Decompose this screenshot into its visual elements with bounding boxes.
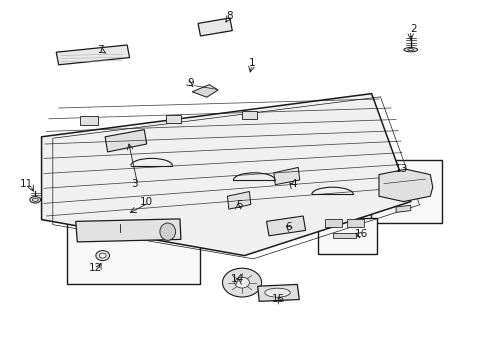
Polygon shape — [227, 192, 250, 209]
Text: 15: 15 — [271, 294, 285, 304]
Bar — [317, 218, 376, 254]
Ellipse shape — [30, 197, 41, 203]
Polygon shape — [257, 284, 299, 301]
Text: 12: 12 — [88, 263, 102, 273]
Text: 4: 4 — [289, 179, 296, 189]
Bar — [166, 115, 181, 123]
Ellipse shape — [403, 48, 417, 52]
Polygon shape — [395, 205, 410, 212]
Ellipse shape — [160, 223, 175, 240]
Polygon shape — [273, 167, 299, 185]
Polygon shape — [76, 219, 181, 242]
Bar — [67, 212, 199, 284]
Text: 9: 9 — [187, 78, 194, 88]
Circle shape — [234, 277, 249, 288]
Text: 7: 7 — [97, 45, 103, 55]
Text: 11: 11 — [20, 179, 34, 189]
Text: 8: 8 — [226, 11, 233, 21]
Polygon shape — [198, 18, 232, 36]
Ellipse shape — [264, 288, 290, 297]
Bar — [325, 219, 342, 227]
Text: 6: 6 — [285, 222, 291, 232]
Polygon shape — [192, 85, 218, 97]
Text: 16: 16 — [354, 229, 368, 239]
Circle shape — [222, 268, 261, 297]
Polygon shape — [266, 216, 305, 236]
Polygon shape — [378, 169, 432, 202]
Bar — [370, 160, 441, 223]
Ellipse shape — [99, 253, 106, 258]
Bar — [332, 233, 355, 238]
Bar — [242, 111, 256, 119]
Polygon shape — [41, 94, 410, 256]
Bar — [80, 116, 97, 125]
Text: 1: 1 — [248, 58, 255, 68]
Polygon shape — [105, 130, 146, 152]
Text: 14: 14 — [230, 274, 244, 284]
Bar — [346, 219, 364, 227]
Text: 2: 2 — [409, 24, 416, 34]
Text: 5: 5 — [236, 200, 243, 210]
Ellipse shape — [96, 251, 109, 261]
Text: 13: 13 — [393, 164, 407, 174]
Polygon shape — [56, 45, 129, 65]
Text: 10: 10 — [140, 197, 153, 207]
Text: 3: 3 — [131, 179, 138, 189]
